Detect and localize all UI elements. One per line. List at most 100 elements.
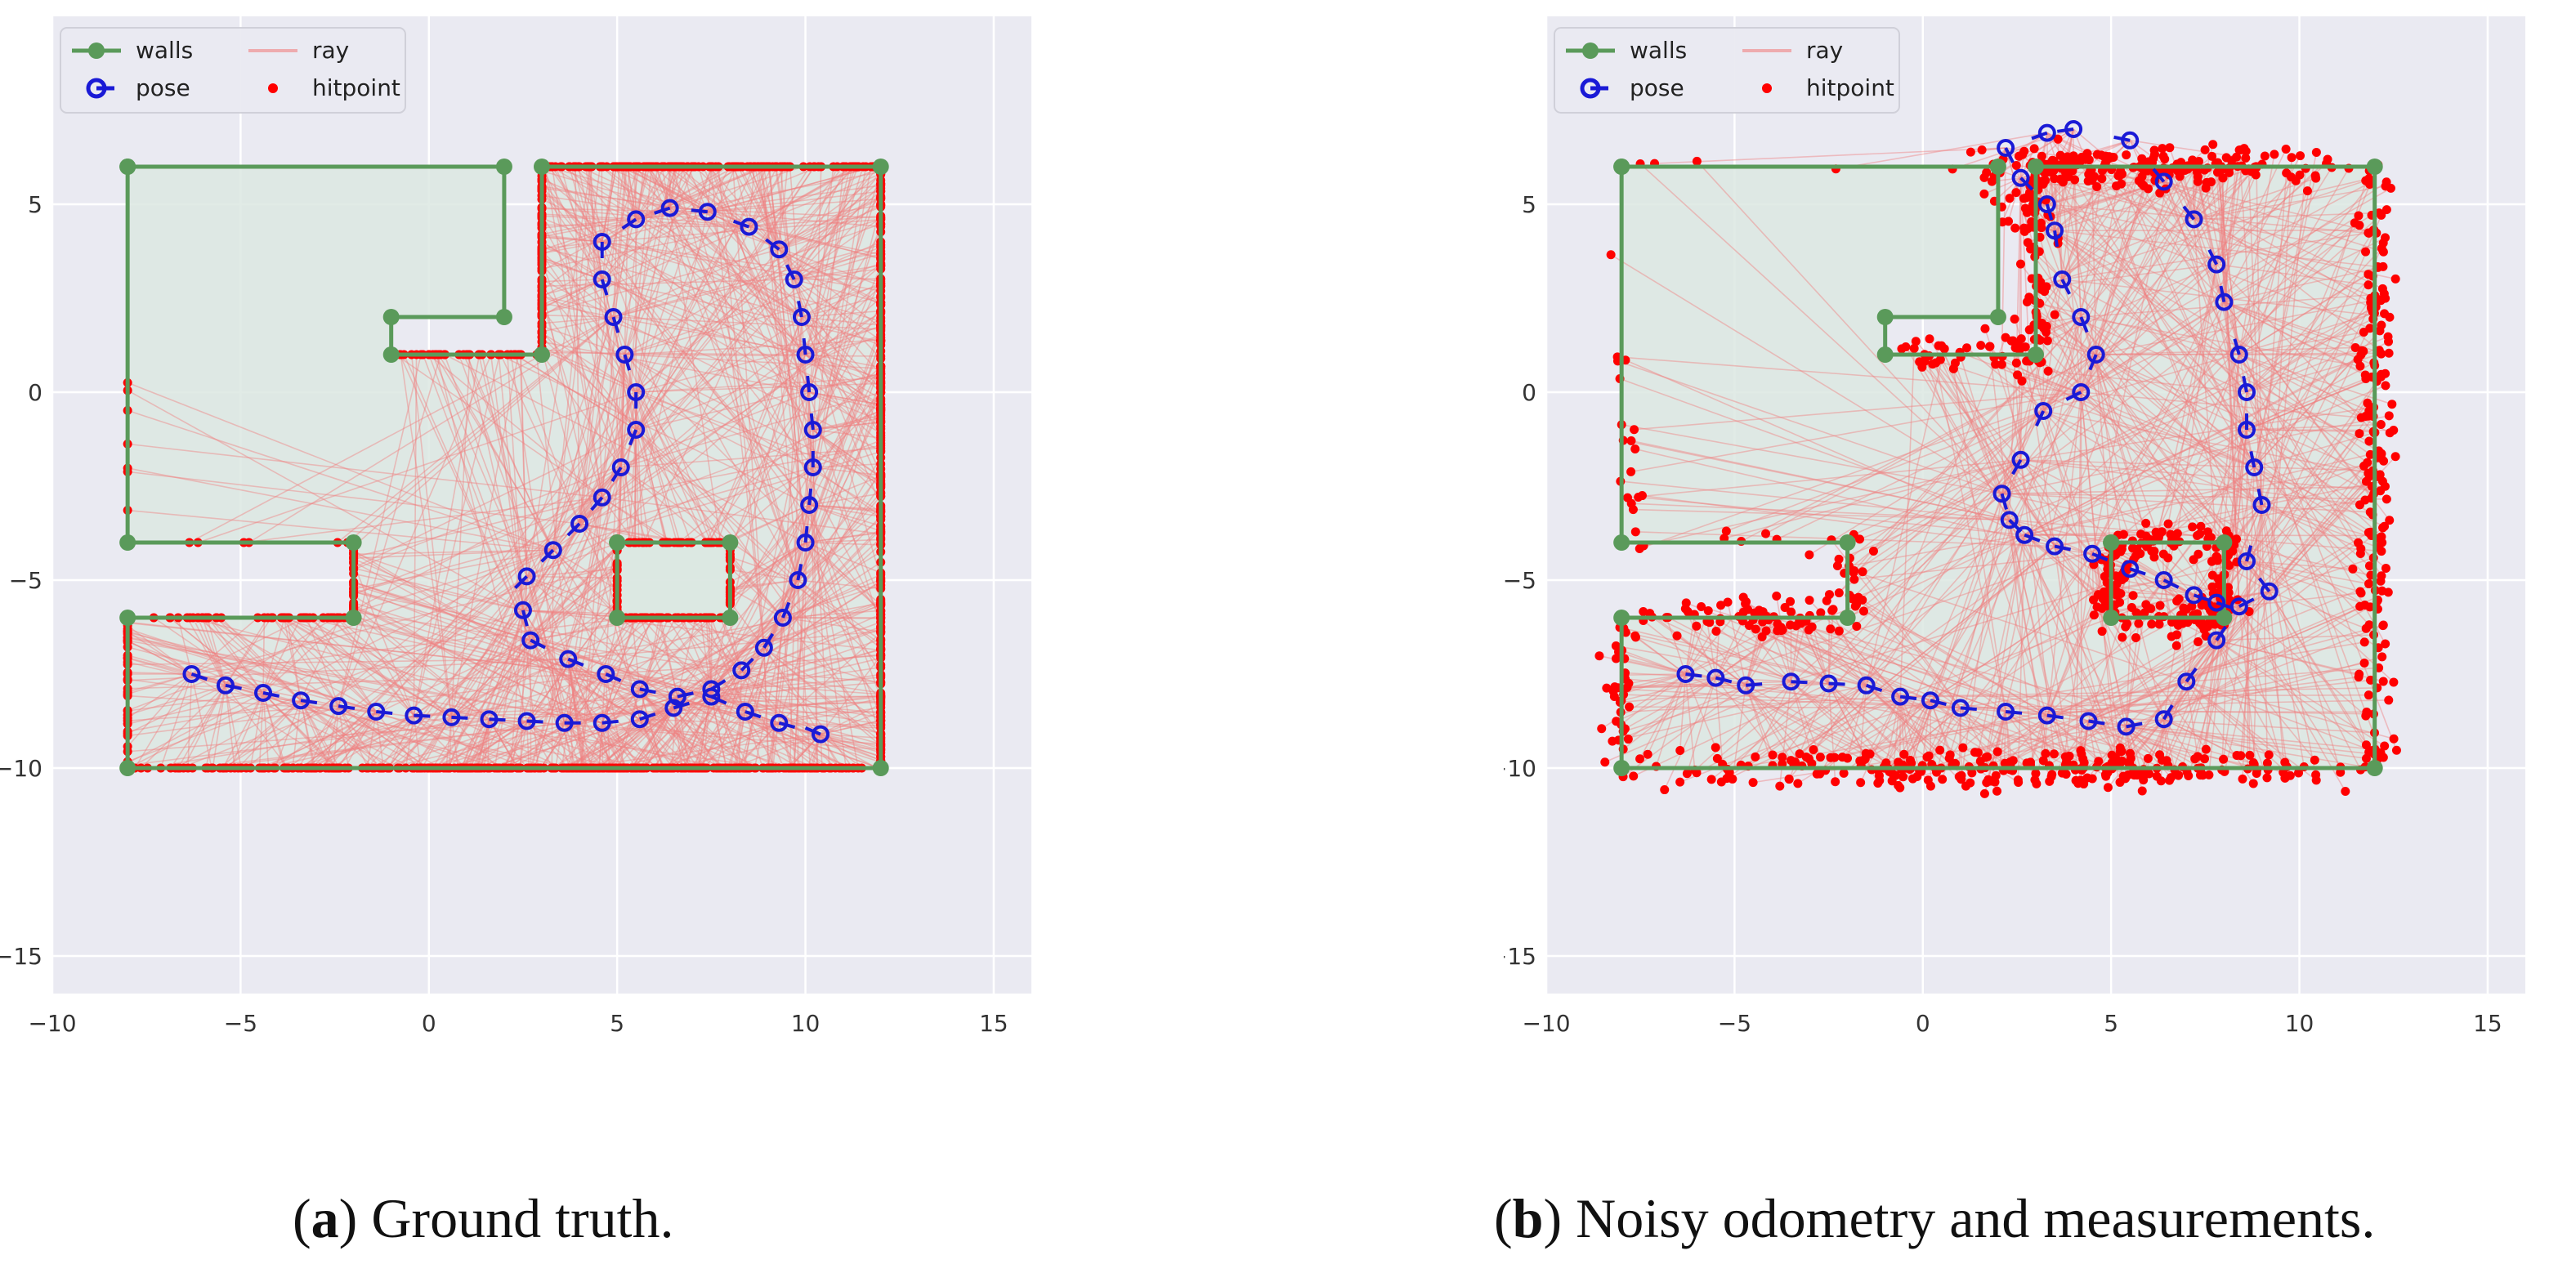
ray xyxy=(337,617,452,718)
ray xyxy=(541,207,670,251)
ray xyxy=(541,331,637,431)
ray xyxy=(541,279,614,318)
ray xyxy=(567,659,678,769)
ray xyxy=(525,546,618,721)
ray xyxy=(526,575,618,579)
hitpoint xyxy=(2037,284,2046,294)
ray xyxy=(749,166,860,228)
ray xyxy=(678,617,765,649)
ray xyxy=(541,286,637,393)
ray xyxy=(1621,695,1901,713)
pose-heading xyxy=(628,429,638,446)
ray xyxy=(1696,685,1867,774)
ray xyxy=(541,279,602,296)
hitpoint xyxy=(2353,355,2363,364)
ray xyxy=(820,655,882,735)
ray xyxy=(376,711,772,769)
ray xyxy=(808,166,853,393)
hitpoint xyxy=(2310,755,2319,765)
ray xyxy=(551,166,803,318)
ray xyxy=(628,429,637,543)
ray xyxy=(739,504,810,769)
ray xyxy=(710,688,832,769)
hitpoint xyxy=(1795,749,1805,759)
ray xyxy=(2042,171,2252,412)
ray xyxy=(552,166,593,551)
ray xyxy=(225,617,272,686)
ray xyxy=(2020,459,2180,543)
pose-marker xyxy=(785,270,803,288)
ray xyxy=(1809,410,2044,556)
ray xyxy=(2080,181,2198,318)
ray xyxy=(564,722,658,769)
ray xyxy=(127,699,302,732)
hitpoint xyxy=(2385,516,2395,525)
ray xyxy=(602,241,881,322)
ray xyxy=(808,391,818,769)
ray xyxy=(621,166,637,220)
ray xyxy=(749,166,855,228)
hitpoint xyxy=(2132,770,2142,780)
ray xyxy=(2246,561,2361,592)
ray xyxy=(311,429,637,769)
ray xyxy=(1852,534,2025,600)
hitpoint xyxy=(2062,757,2072,766)
ray xyxy=(602,444,881,498)
ray xyxy=(530,640,644,769)
ray xyxy=(2125,612,2145,727)
ray xyxy=(1796,625,1867,686)
ray xyxy=(673,701,881,709)
ray xyxy=(327,617,452,718)
ray xyxy=(808,504,859,769)
ray xyxy=(191,617,630,675)
ray xyxy=(541,170,670,209)
ray xyxy=(302,617,377,712)
pose-heading xyxy=(611,316,620,333)
hitpoint xyxy=(1860,754,1870,764)
ray xyxy=(2024,341,2389,536)
ray xyxy=(1631,502,2010,521)
ray xyxy=(551,166,603,243)
ray xyxy=(669,208,882,619)
ray xyxy=(134,673,193,769)
ray xyxy=(1790,681,1822,757)
ray xyxy=(801,316,882,394)
hitpoint xyxy=(2188,522,2198,532)
ray xyxy=(306,658,569,769)
ray xyxy=(353,581,712,690)
ray xyxy=(729,542,806,593)
ray xyxy=(2156,640,2217,777)
ray xyxy=(568,602,881,660)
ray xyxy=(541,208,708,212)
ray xyxy=(1838,630,1901,698)
ray xyxy=(2095,187,2391,355)
ray xyxy=(2019,459,2118,592)
ray xyxy=(488,718,518,769)
pose-heading xyxy=(590,496,604,511)
ray xyxy=(635,391,681,543)
ray xyxy=(225,685,511,769)
hitpoint xyxy=(2139,181,2149,190)
ray xyxy=(552,450,881,551)
ray xyxy=(1630,440,2010,521)
ray xyxy=(794,252,881,280)
ray xyxy=(526,605,881,722)
ray xyxy=(428,354,566,724)
ray xyxy=(624,166,630,355)
ray xyxy=(283,617,377,712)
ray xyxy=(729,542,806,596)
ray xyxy=(2126,726,2202,769)
ray xyxy=(534,659,570,769)
ray xyxy=(2238,274,2369,355)
hitpoint xyxy=(2378,677,2388,686)
hitpoint xyxy=(1630,425,1639,435)
ray xyxy=(617,722,780,769)
ray xyxy=(2035,311,2097,355)
ray xyxy=(366,711,378,769)
ray xyxy=(2223,302,2398,751)
ray xyxy=(1930,520,2010,765)
pose-heading xyxy=(566,522,581,537)
pose-heading xyxy=(190,672,208,681)
ray xyxy=(745,711,776,769)
ray xyxy=(2042,174,2301,412)
